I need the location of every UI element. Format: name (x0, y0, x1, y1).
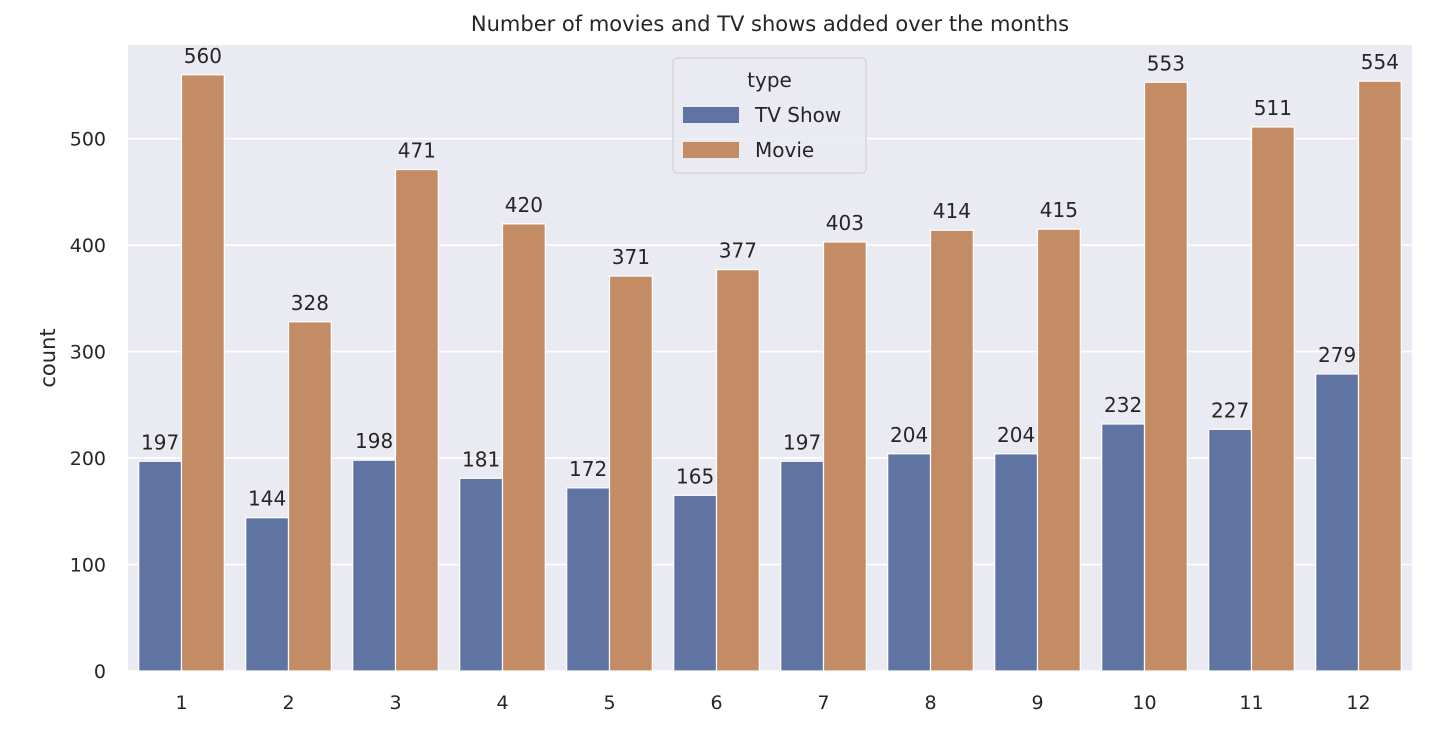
bar-tv-show-12 (1315, 373, 1360, 672)
bar-movie-9 (1036, 228, 1081, 672)
bar-tv-show-8 (887, 453, 932, 672)
data-label: 553 (1147, 51, 1185, 75)
bar-tv-show-2 (245, 517, 290, 672)
data-label: 204 (890, 423, 928, 447)
legend-label: TV Show (754, 103, 841, 127)
data-label: 414 (933, 199, 971, 223)
bar-movie-8 (929, 229, 974, 672)
data-label: 471 (398, 139, 436, 163)
bar-movie-2 (287, 321, 332, 672)
bar-tv-show-3 (352, 459, 397, 672)
x-tick-label: 4 (496, 692, 508, 714)
y-axis-label: count (36, 328, 60, 387)
bar-tv-show-7 (780, 460, 825, 672)
data-label: 172 (569, 457, 607, 481)
data-label: 415 (1040, 198, 1078, 222)
x-tick-label: 11 (1239, 692, 1263, 714)
data-label: 279 (1318, 343, 1356, 367)
x-tick-label: 1 (175, 692, 187, 714)
data-label: 560 (184, 44, 222, 68)
bar-tv-show-4 (459, 477, 504, 672)
data-label: 328 (291, 291, 329, 315)
x-tick-label: 6 (710, 692, 722, 714)
bar-movie-5 (608, 275, 653, 672)
bar-movie-3 (394, 168, 439, 672)
x-axis-ticks: 1 2 3 4 5 6 7 8 9 10 11 12 (175, 692, 1370, 714)
bar-tv-show-11 (1208, 428, 1253, 672)
data-label: 232 (1104, 393, 1142, 417)
y-tick-label: 200 (70, 448, 106, 470)
x-tick-label: 10 (1132, 692, 1156, 714)
data-label: 554 (1361, 50, 1399, 74)
y-tick-label: 0 (94, 661, 106, 683)
data-label: 144 (248, 487, 286, 511)
bar-tv-show-6 (673, 494, 718, 672)
bars (138, 74, 1402, 672)
bar-tv-show-1 (138, 460, 183, 672)
y-tick-label: 100 (70, 555, 106, 577)
bar-tv-show-9 (994, 453, 1039, 672)
bar-movie-1 (180, 74, 225, 672)
bar-movie-6 (715, 269, 760, 672)
data-label: 181 (462, 447, 500, 471)
bar-movie-10 (1143, 81, 1188, 672)
bar-movie-7 (822, 241, 867, 672)
x-tick-label: 12 (1346, 692, 1370, 714)
legend-swatch (683, 142, 739, 158)
x-tick-label: 5 (603, 692, 615, 714)
legend-swatch (683, 107, 739, 123)
data-label: 420 (505, 193, 543, 217)
bar-tv-show-10 (1101, 423, 1146, 672)
y-tick-label: 300 (70, 342, 106, 364)
data-labels: 197 560 144 328 198 471 181 420 172 371 165 377 197 4… (141, 44, 1399, 511)
data-label: 197 (141, 430, 179, 454)
data-label: 165 (676, 464, 714, 488)
x-tick-label: 2 (282, 692, 294, 714)
data-label: 371 (612, 245, 650, 269)
data-label: 403 (826, 211, 864, 235)
bar-movie-11 (1250, 126, 1295, 672)
data-label: 227 (1211, 398, 1249, 422)
bar-movie-4 (501, 223, 546, 672)
x-tick-label: 8 (924, 692, 936, 714)
legend-label: Movie (755, 138, 814, 162)
legend-title: type (747, 68, 792, 92)
legend: type TV Show Movie (672, 57, 867, 174)
y-tick-label: 500 (70, 129, 106, 151)
x-tick-label: 3 (389, 692, 401, 714)
data-label: 198 (355, 429, 393, 453)
x-tick-label: 9 (1031, 692, 1043, 714)
bar-tv-show-5 (566, 487, 611, 672)
data-label: 511 (1254, 96, 1292, 120)
x-tick-label: 7 (817, 692, 829, 714)
data-label: 204 (997, 423, 1035, 447)
bar-movie-12 (1357, 80, 1402, 672)
chart-title: Number of movies and TV shows added over… (471, 12, 1069, 36)
y-axis-ticks: 0 100 200 300 400 500 (70, 129, 106, 683)
legend-items: TV Show Movie (683, 103, 841, 162)
data-label: 197 (783, 430, 821, 454)
y-tick-label: 400 (70, 235, 106, 257)
data-label: 377 (719, 239, 757, 263)
